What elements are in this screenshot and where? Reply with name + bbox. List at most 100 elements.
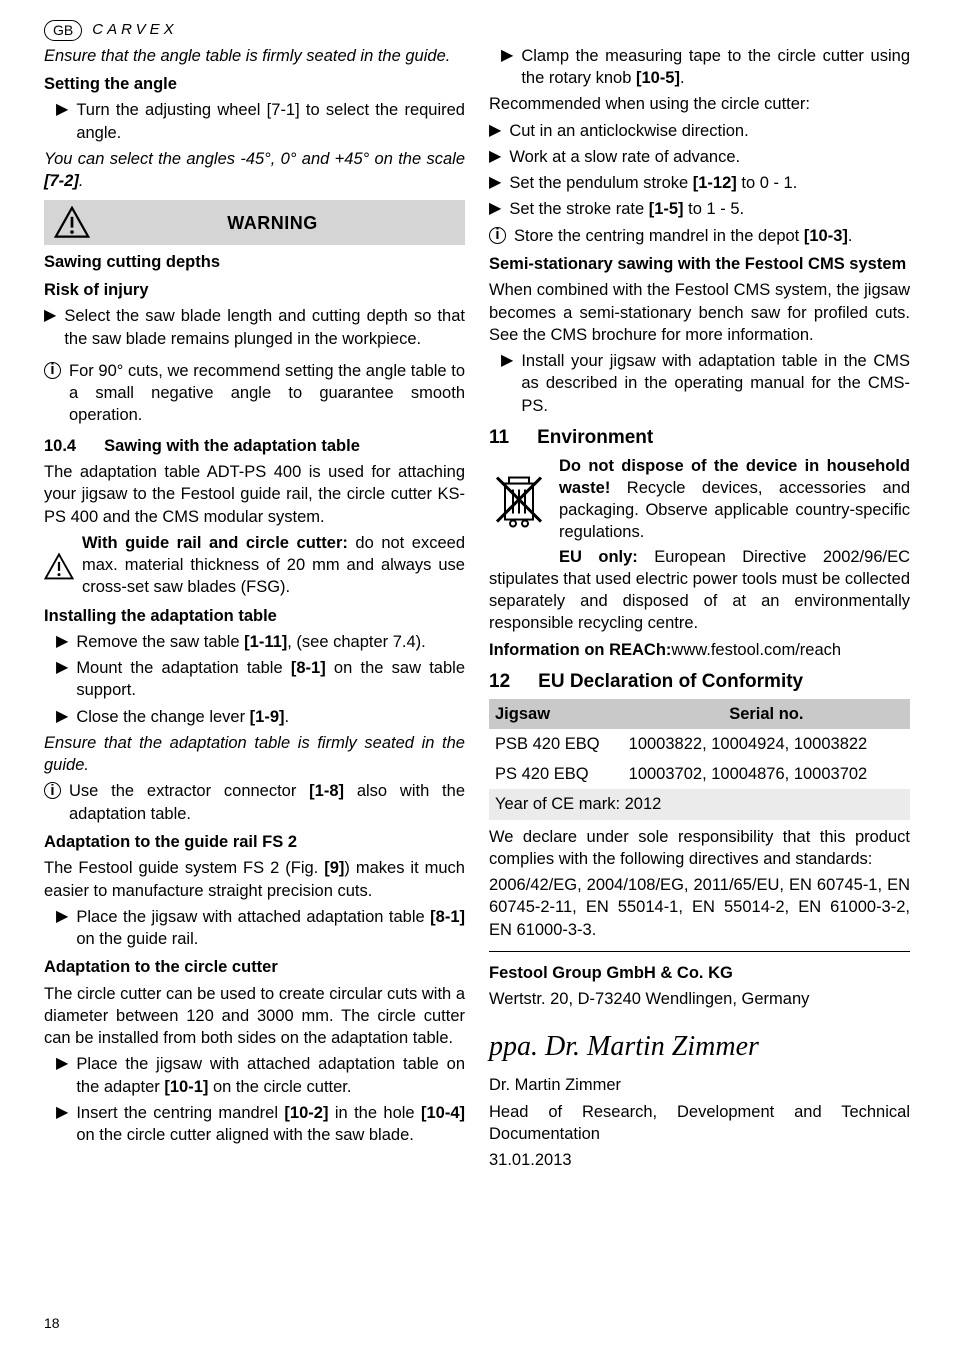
warning-heading-1: Sawing cutting depths [44,251,465,273]
install-heading: Installing the adaptation table [44,605,465,627]
section-number: 10.4 [44,435,76,457]
arrow-icon: ▶ [56,706,68,728]
arrow-icon: ▶ [56,631,68,653]
section-title: Sawing with the adaptation table [104,435,360,457]
language-badge: GB [44,20,82,41]
item-text: Place the jigsaw with attached adaptatio… [76,906,465,951]
eu-only-text: EU only: European Directive 2002/96/EC s… [489,546,910,635]
info-item: i For 90° cuts, we recommend setting the… [44,360,465,427]
arrow-icon: ▶ [56,657,68,702]
section-number: 12 [489,669,510,695]
info-icon: i [44,782,61,799]
page-header: GB CARVEX [44,20,910,41]
setting-angle-heading: Setting the angle [44,73,465,95]
list-item: ▶Install your jigsaw with adaptation tab… [489,350,910,417]
signatory-title: Head of Research, Development and Techni… [489,1101,910,1146]
item-text: For 90° cuts, we recommend setting the a… [69,360,465,427]
list-item: ▶ Insert the centring mandrel [10-2] in … [44,1102,465,1147]
section-11-heading: 11 Environment [489,425,910,451]
item-text: Close the change lever [1-9]. [76,706,465,728]
list-item: ▶ Close the change lever [1-9]. [44,706,465,728]
item-text: Clamp the measuring tape to the circle c… [521,45,910,90]
environment-text: Do not dispose of the device in house­ho… [559,455,910,544]
table-header: Jigsaw [489,699,623,729]
declaration-text: We declare under sole responsibility tha… [489,826,910,871]
arrow-icon: ▶ [44,305,56,350]
item-text: Set the stroke rate [1-5] to 1 - 5. [509,198,910,220]
right-column: ▶ Clamp the measuring tape to the circle… [489,45,910,1175]
table-cell: Year of CE mark: 2012 [489,789,910,819]
info-icon: i [44,362,61,379]
arrow-icon: ▶ [489,198,501,220]
left-column: Ensure that the angle table is firmly se… [44,45,465,1175]
list-item: ▶ Remove the saw table [1-11], (see chap… [44,631,465,653]
company-name: Festool Group GmbH & Co. KG [489,962,910,984]
arrow-icon: ▶ [489,172,501,194]
content-columns: Ensure that the angle table is firmly se… [44,45,910,1175]
item-text: Place the jigsaw with attached adaptatio… [76,1053,465,1098]
list-item: ▶Work at a slow rate of advance. [489,146,910,168]
warning-triangle-icon [44,534,74,599]
signatory-name: Dr. Martin Zimmer [489,1074,910,1096]
arrow-icon: ▶ [56,906,68,951]
no-trash-icon [489,455,549,544]
recommended-heading: Recommended when using the circle cutter… [489,93,910,115]
reach-info: Information on REACh:www.festool.com/rea… [489,639,910,661]
warning-label: WARNING [90,211,455,235]
divider [489,951,910,952]
info-icon: i [489,227,506,244]
list-item: ▶ Set the pendulum stroke [1-12] to 0 - 1… [489,172,910,194]
table-cell: 10003822, 10004924, 10003822 [623,729,910,759]
arrow-icon: ▶ [56,1102,68,1147]
signature-image: ppa. Dr. Martin Zimmer [489,1014,910,1074]
info-item: i Use the extractor connector [1-8] also… [44,780,465,825]
section-title: EU Declaration of Conformity [538,669,803,695]
fs2-heading: Adaptation to the guide rail FS 2 [44,831,465,853]
table-row: Year of CE mark: 2012 [489,789,910,819]
item-text: With guide rail and circle cutter: do no… [82,532,465,599]
list-item: ▶ Cut in an anticlockwise direction. [489,120,910,142]
angle-scale-note: You can select the angles -45°, 0° and +… [44,148,465,193]
fs2-body: The Festool guide system FS 2 (Fig. [9])… [44,857,465,902]
page-number: 18 [44,1314,60,1333]
list-item: ▶ Place the jigsaw with attached adaptat… [44,1053,465,1098]
item-text: Install your jigsaw with adaptation tabl… [521,350,910,417]
table-cell: PSB 420 EBQ [489,729,623,759]
table-cell: 10003702, 10004876, 10003702 [623,759,910,789]
circle-body: The circle cutter can be used to create … [44,983,465,1050]
section-title: Environment [537,425,653,451]
info-item: i Store the centring mandrel in the depot… [489,225,910,247]
arrow-icon: ▶ [56,1053,68,1098]
circle-heading: Adaptation to the circle cutter [44,956,465,978]
standards-text: 2006/42/EG, 2004/108/EG, 2011/65/EU, EN … [489,874,910,941]
section-10-4-heading: 10.4 Sawing with the adaptation table [44,435,465,457]
item-text: Select the saw blade length and cutting … [64,305,465,350]
item-text: Mount the adaptation table [8-1] on the … [76,657,465,702]
table-row: PS 420 EBQ 10003702, 10004876, 10003702 [489,759,910,789]
brand-name: CARVEX [92,20,177,40]
table-row: PSB 420 EBQ 10003822, 10004924, 10003822 [489,729,910,759]
list-item: ▶ Mount the adaptation table [8-1] on th… [44,657,465,702]
item-text: Work at a slow rate of advance. [509,146,910,168]
warning-triangle-icon [54,206,90,238]
list-item: ▶ Clamp the measuring tape to the circle… [489,45,910,90]
item-text: Store the centring mandrel in the depot … [514,225,910,247]
item-text: Set the pendulum stroke [1-12] to 0 - 1. [509,172,910,194]
item-text: Cut in an anticlockwise direction. [509,120,910,142]
arrow-icon: ▶ [501,45,513,90]
table-cell: PS 420 EBQ [489,759,623,789]
install-note: Ensure that the adaptation table is firm… [44,732,465,777]
arrow-icon: ▶ [501,350,513,417]
section-number: 11 [489,425,509,451]
conformity-table: Jigsaw Serial no. PSB 420 EBQ 10003822, … [489,699,910,820]
warning-heading-2: Risk of injury [44,279,465,301]
semi-heading: Semi-stationary sawing with the Festool … [489,253,910,275]
arrow-icon: ▶ [56,99,68,144]
company-address: Wertstr. 20, D-73240 Wendlingen, Germany [489,988,910,1010]
arrow-icon: ▶ [489,120,501,142]
item-text: Remove the saw table [1-11], (see chapte… [76,631,465,653]
inline-warning: With guide rail and circle cutter: do no… [44,532,465,599]
item-text: Turn the adjusting wheel [7-1] to select… [76,99,465,144]
item-text: Insert the centring mandrel [10-2] in th… [76,1102,465,1147]
list-item: ▶ Turn the adjusting wheel [7-1] to sele… [44,99,465,144]
